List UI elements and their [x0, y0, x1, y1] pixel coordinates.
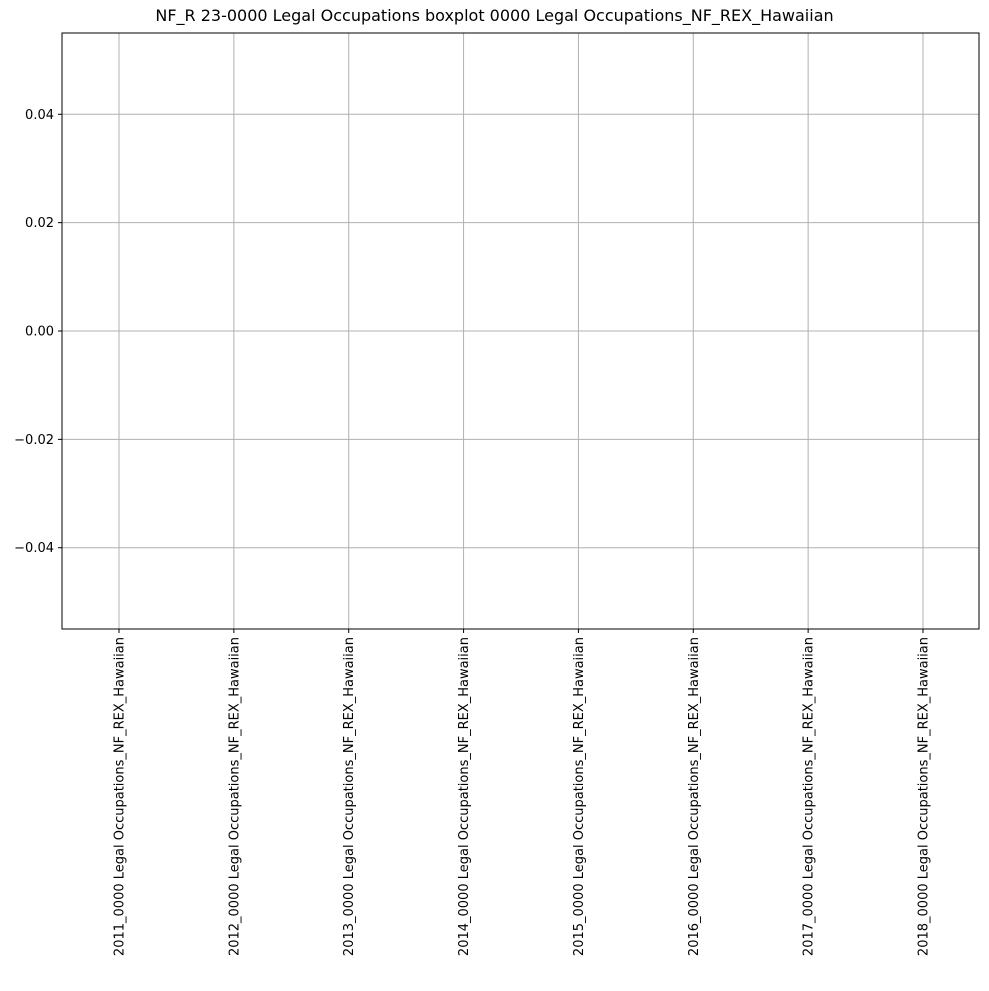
y-tick-label: −0.02: [14, 433, 54, 448]
x-tick-label: 2018_0000 Legal Occupations_NF_REX_Hawai…: [917, 637, 932, 956]
x-tick-label: 2014_0000 Legal Occupations_NF_REX_Hawai…: [457, 637, 472, 956]
x-tick-label: 2015_0000 Legal Occupations_NF_REX_Hawai…: [572, 637, 587, 956]
y-tick-label: 0.04: [25, 108, 54, 123]
x-tick-label: 2013_0000 Legal Occupations_NF_REX_Hawai…: [342, 637, 357, 956]
axes-frame: [61, 32, 980, 630]
y-tick-label: −0.04: [14, 541, 54, 556]
x-tick-label: 2017_0000 Legal Occupations_NF_REX_Hawai…: [802, 637, 817, 956]
x-tick-label: 2012_0000 Legal Occupations_NF_REX_Hawai…: [227, 637, 242, 956]
x-tick-label: 2016_0000 Legal Occupations_NF_REX_Hawai…: [687, 637, 702, 956]
y-tick-label: 0.02: [25, 216, 54, 231]
chart-title: NF_R 23-0000 Legal Occupations boxplot 0…: [155, 6, 834, 25]
y-tick-label: 0.00: [25, 325, 54, 340]
x-tick-label: 2011_0000 Legal Occupations_NF_REX_Hawai…: [113, 637, 128, 956]
